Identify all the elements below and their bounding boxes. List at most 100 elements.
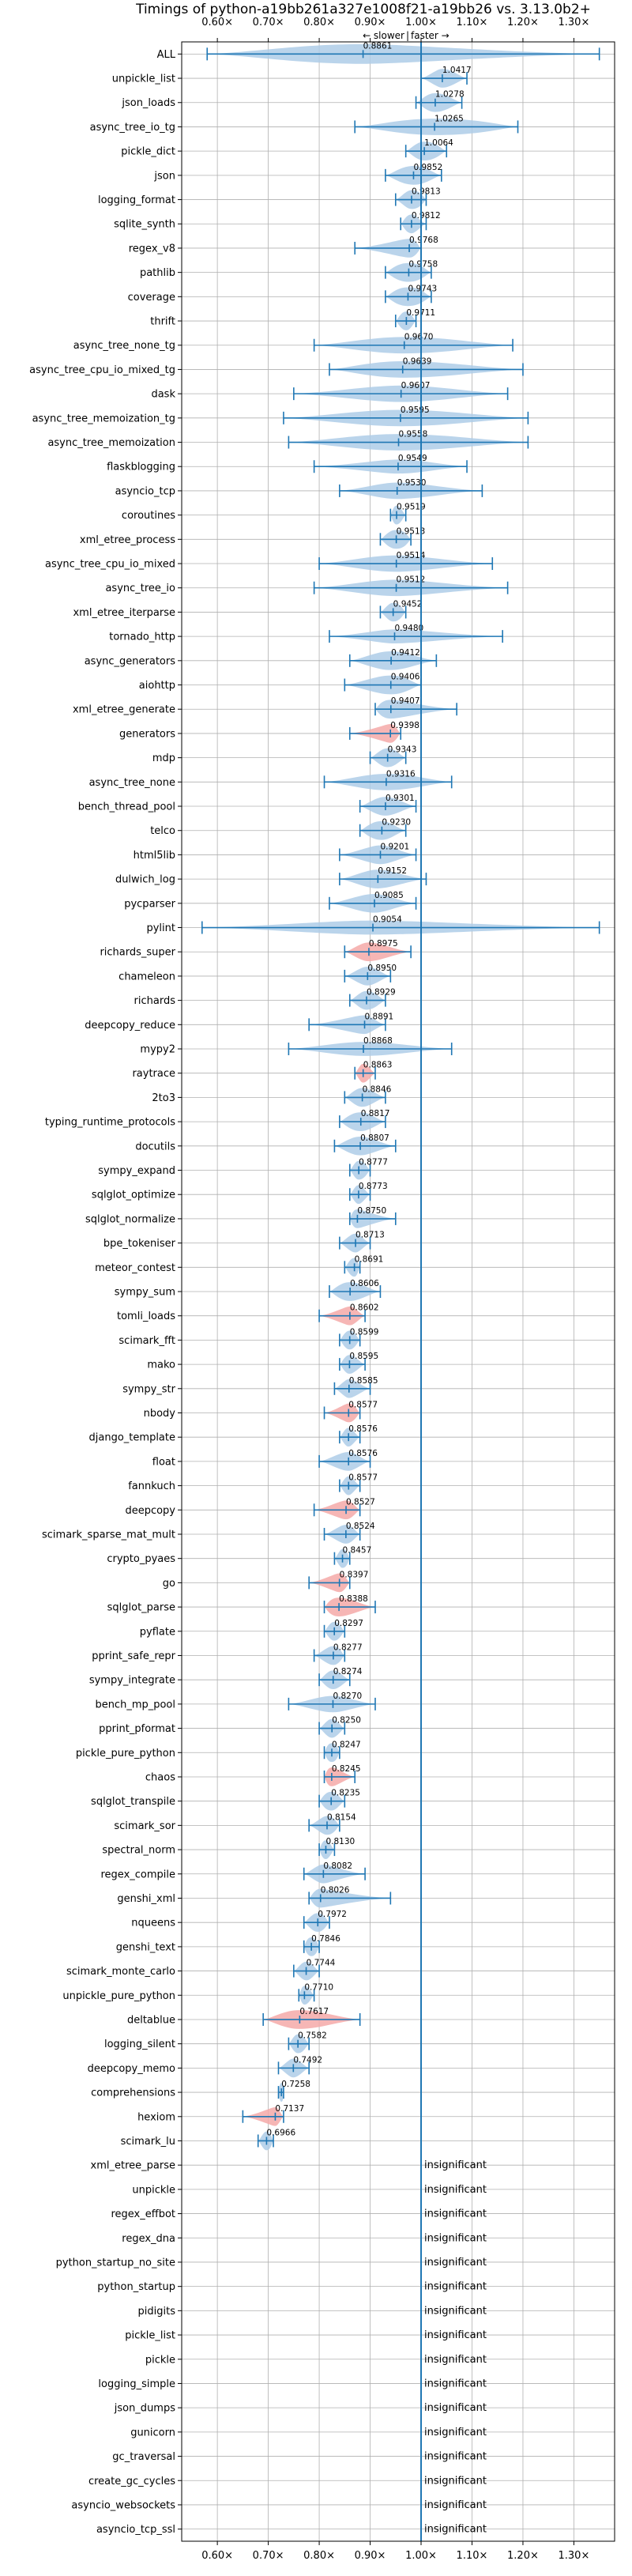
value-label: 1.0417 xyxy=(442,66,472,75)
x-tick-label-top: 0.70× xyxy=(253,17,284,28)
y-tick-label: richards xyxy=(134,995,176,1007)
y-tick-label: genshi_text xyxy=(116,1941,175,1953)
value-label: 0.9768 xyxy=(409,236,438,245)
direction-label-top: ← slower | faster → xyxy=(363,30,450,41)
y-tick-label: scimark_fft xyxy=(118,1335,175,1347)
y-tick-label: spectral_norm xyxy=(102,1845,175,1857)
y-tick-label: coroutines xyxy=(122,510,175,522)
grid xyxy=(182,42,615,2541)
value-label: 0.7846 xyxy=(311,1934,340,1944)
value-label: 0.8595 xyxy=(349,1352,378,1361)
value-label: 0.9813 xyxy=(412,187,441,197)
y-tick-label: chameleon xyxy=(118,971,175,983)
value-label: 0.8861 xyxy=(363,41,393,51)
value-label: 0.8270 xyxy=(333,1692,362,1701)
x-tick-label-bottom: 0.80× xyxy=(303,2550,335,2562)
value-label: 0.8577 xyxy=(348,1473,378,1483)
chart-marks: 0.8861 1.0417 1.0278 1.0265 1.0064 0.9852 0.98… xyxy=(201,41,600,2541)
y-tick-label: scimark_sor xyxy=(114,1820,175,1832)
value-label: 0.8929 xyxy=(367,988,396,998)
value-label: 0.8388 xyxy=(339,1594,368,1604)
value-label: 0.8750 xyxy=(357,1206,386,1216)
insignificant-label: insignificant xyxy=(424,2378,487,2389)
y-tick-label: xml_etree_generate xyxy=(73,704,175,716)
y-tick-label: pickle_pure_python xyxy=(76,1748,175,1759)
y-tick-label: asyncio_tcp xyxy=(115,485,175,497)
value-label: 0.9513 xyxy=(397,526,426,536)
chart-title: Timings of python-a19bb261a327e1008f21-a… xyxy=(135,2,591,17)
y-tick-label: bpe_tokeniser xyxy=(103,1238,176,1250)
y-tick-label: pathlib xyxy=(140,267,175,279)
y-tick-label: crypto_pyaes xyxy=(107,1553,175,1565)
value-label: 0.8807 xyxy=(360,1133,389,1143)
y-tick-label: telco xyxy=(150,825,175,837)
y-tick-label: scimark_sparse_mat_mult xyxy=(42,1529,175,1541)
y-tick-label: tomli_loads xyxy=(117,1311,175,1322)
y-tick-label: sympy_expand xyxy=(98,1165,175,1177)
y-tick-label: deltablue xyxy=(127,2014,175,2026)
x-tick-label-bottom: 1.10× xyxy=(457,2550,488,2562)
y-tick-label: pyflate xyxy=(140,1626,175,1638)
y-tick-label: dask xyxy=(151,389,175,401)
value-label: 0.6966 xyxy=(266,2128,295,2137)
y-tick-label: tornado_http xyxy=(109,632,175,643)
value-label: 0.8245 xyxy=(332,1764,361,1774)
y-tick-label: html5lib xyxy=(134,850,175,862)
y-tick-label: sqlite_synth xyxy=(114,219,175,231)
value-label: 0.9316 xyxy=(386,769,416,779)
y-tick-label: typing_runtime_protocols xyxy=(45,1117,175,1129)
y-tick-label: deepcopy xyxy=(125,1505,175,1517)
insignificant-label: insignificant xyxy=(424,2305,487,2317)
value-label: 0.9852 xyxy=(413,163,442,172)
value-label: 0.8277 xyxy=(333,1643,363,1652)
value-label: 0.7258 xyxy=(281,2080,310,2089)
y-tick-label: async_generators xyxy=(85,655,176,667)
insignificant-label: insignificant xyxy=(424,2184,487,2196)
y-tick-label: nqueens xyxy=(131,1918,175,1929)
value-label: 0.8773 xyxy=(359,1182,388,1191)
y-tick-label: bench_thread_pool xyxy=(78,801,175,813)
x-tick-label-top: 1.20× xyxy=(507,17,539,28)
value-label: 0.8713 xyxy=(356,1231,385,1240)
y-tick-label: json_loads xyxy=(121,97,175,109)
x-tick-label-bottom: 1.00× xyxy=(405,2550,437,2562)
slower-label: ← slower xyxy=(363,30,404,41)
value-label: 0.8247 xyxy=(332,1740,361,1749)
y-tick-label: flaskblogging xyxy=(107,462,175,473)
value-label: 0.8817 xyxy=(361,1109,390,1118)
y-tick-label: regex_dna xyxy=(122,2233,175,2245)
x-tick-label-bottom: 0.60× xyxy=(201,2550,233,2562)
y-tick-label: json_dumps xyxy=(114,2403,175,2415)
y-tick-label: regex_v8 xyxy=(129,243,175,255)
insignificant-label: insignificant xyxy=(424,2159,487,2171)
insignificant-label: insignificant xyxy=(424,2499,487,2511)
insignificant-label: insignificant xyxy=(424,2402,487,2414)
y-tick-label: float xyxy=(152,1456,175,1468)
value-label: 0.9512 xyxy=(397,575,426,585)
value-label: 0.9152 xyxy=(378,866,407,876)
y-tick-label: xml_etree_iterparse xyxy=(73,607,175,619)
y-tick-label: nbody xyxy=(144,1408,176,1420)
y-axis-labels: ALL unpickle_list json_loads async_tree_io_… xyxy=(29,49,182,2536)
y-tick-label: sympy_str xyxy=(122,1383,175,1395)
y-tick-label: coverage xyxy=(128,292,175,304)
value-label: 0.7582 xyxy=(298,2031,327,2041)
insignificant-label: insignificant xyxy=(424,2451,487,2463)
direction-separator: | xyxy=(406,30,409,41)
x-axis-bottom: 0.60× 0.70× 0.80× 0.90× 1.00× 1.10× 1.20× 1.30× xyxy=(201,2541,589,2562)
insignificant-label: insignificant xyxy=(424,2524,487,2536)
value-label: 0.8576 xyxy=(348,1424,378,1434)
y-tick-label: xml_etree_parse xyxy=(91,2160,175,2172)
y-tick-label: asyncio_tcp_ssl xyxy=(96,2524,175,2536)
value-label: 0.9452 xyxy=(393,599,423,609)
value-label: 1.0278 xyxy=(435,90,465,100)
y-tick-label: mdp xyxy=(152,752,175,764)
insignificant-label: insignificant xyxy=(424,2208,487,2220)
value-label: 0.8891 xyxy=(365,1012,394,1021)
y-tick-label: regex_compile xyxy=(100,1869,175,1880)
value-label: 0.9480 xyxy=(394,624,423,633)
value-label: 0.9398 xyxy=(390,721,419,730)
y-tick-label: sqlglot_optimize xyxy=(92,1190,175,1201)
value-label: 0.9407 xyxy=(391,696,420,706)
y-tick-label: docutils xyxy=(135,1141,175,1152)
